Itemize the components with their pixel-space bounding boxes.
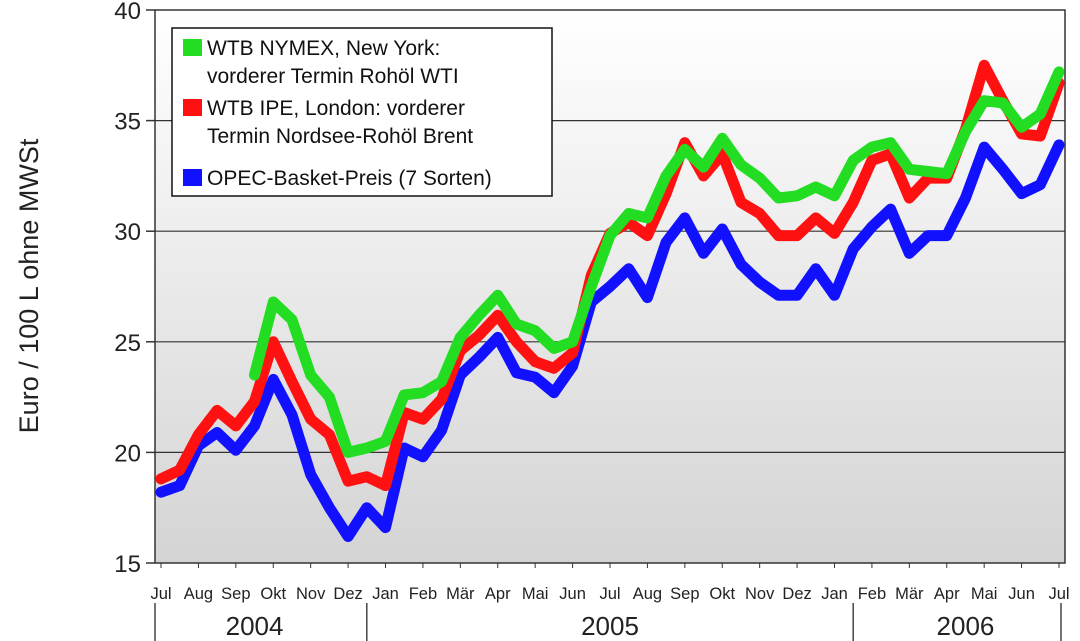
series-line-nymex bbox=[249, 66, 1065, 458]
legend-box bbox=[171, 27, 553, 197]
x-tick-label-jun-23: Jun bbox=[1008, 585, 1035, 603]
series-line-opec bbox=[155, 139, 1065, 542]
x-tick-label-mär-8: Mär bbox=[446, 585, 475, 603]
y-tick-label-20: 20 bbox=[114, 440, 141, 467]
x-tick-label-jul-24: Jul bbox=[1048, 585, 1069, 603]
legend-label-ipe-line2: Termin Nordsee-Rohöl Brent bbox=[207, 125, 473, 148]
x-tick-label-mai-10: Mai bbox=[522, 585, 549, 603]
legend-swatch-nymex bbox=[183, 39, 202, 56]
x-tick-label-sep-14: Sep bbox=[670, 585, 699, 603]
x-tick-label-feb-19: Feb bbox=[858, 585, 886, 603]
x-tick-label-okt-3: Okt bbox=[260, 585, 286, 603]
y-axis-ticks: 15 20 25 30 35 40 bbox=[114, 0, 155, 578]
year-label-2006: 2006 bbox=[937, 611, 995, 641]
x-tick-label-dez-5: Dez bbox=[333, 585, 362, 603]
series-layer bbox=[155, 59, 1065, 542]
x-tick-label-mär-20: Mär bbox=[895, 585, 924, 603]
x-tick-label-aug-1: Aug bbox=[184, 585, 213, 603]
x-tick-label-jan-6: Jan bbox=[372, 585, 399, 603]
x-tick-label-sep-2: Sep bbox=[221, 585, 250, 603]
x-tick-label-nov-4: Nov bbox=[296, 585, 326, 603]
year-label-2004: 2004 bbox=[226, 611, 284, 641]
x-tick-label-jul-0: Jul bbox=[150, 585, 171, 603]
year-label-2005: 2005 bbox=[581, 611, 639, 641]
x-tick-label-okt-15: Okt bbox=[709, 585, 735, 603]
x-tick-label-feb-7: Feb bbox=[409, 585, 437, 603]
x-tick-label-apr-9: Apr bbox=[485, 585, 511, 603]
legend-label-nymex-line2: vorderer Termin Rohöl WTI bbox=[207, 65, 459, 88]
x-tick-label-nov-16: Nov bbox=[745, 585, 775, 603]
y-axis-label: Euro / 100 L ohne MWSt bbox=[14, 138, 44, 433]
y-tick-label-35: 35 bbox=[114, 109, 141, 136]
x-tick-label-aug-13: Aug bbox=[633, 585, 662, 603]
x-tick-label-jul-12: Jul bbox=[599, 585, 620, 603]
legend-swatch-ipe bbox=[183, 99, 202, 116]
legend-swatch-opec bbox=[183, 169, 202, 186]
x-axis-ticks: Jul Aug Sep Okt Nov Dez Jan Feb Mär Apr Mai Jun Jul A… bbox=[150, 563, 1070, 641]
x-tick-label-dez-17: Dez bbox=[782, 585, 811, 603]
y-tick-label-25: 25 bbox=[114, 330, 141, 357]
legend-label-nymex-line1: WTB NYMEX, New York: bbox=[207, 37, 440, 60]
legend: WTB NYMEX, New York: vorderer Termin Roh… bbox=[171, 27, 553, 197]
x-tick-label-jan-18: Jan bbox=[821, 585, 848, 603]
x-tick-label-mai-22: Mai bbox=[971, 585, 998, 603]
y-tick-label-40: 40 bbox=[114, 0, 141, 25]
legend-label-ipe-line1: WTB IPE, London: vorderer bbox=[207, 97, 465, 120]
x-tick-label-jun-11: Jun bbox=[559, 585, 586, 603]
y-tick-label-30: 30 bbox=[114, 219, 141, 246]
y-tick-label-15: 15 bbox=[114, 551, 141, 578]
legend-label-opec: OPEC-Basket-Preis (7 Sorten) bbox=[207, 167, 492, 190]
x-tick-label-apr-21: Apr bbox=[934, 585, 960, 603]
